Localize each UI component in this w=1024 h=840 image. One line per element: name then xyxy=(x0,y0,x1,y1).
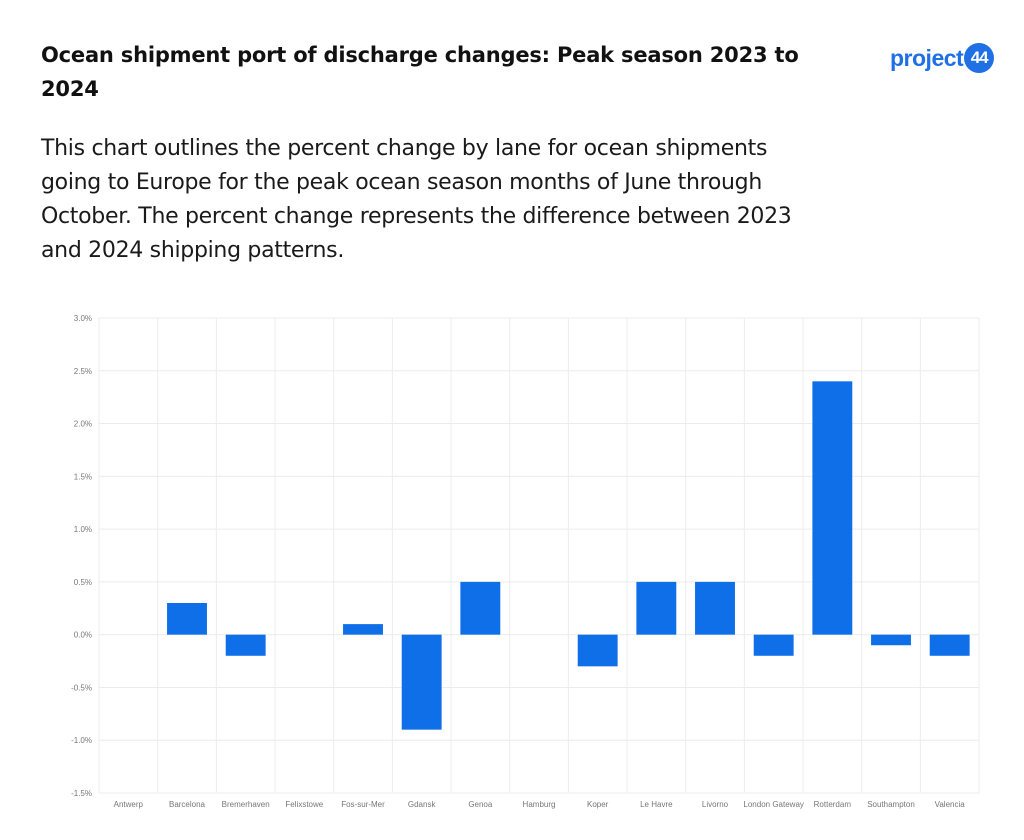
bar-gdansk xyxy=(401,634,442,730)
x-tick-label: Livorno xyxy=(702,800,729,809)
bar-koper xyxy=(577,634,618,667)
y-tick-label: 0.5% xyxy=(74,578,92,587)
bar-fos-sur-mer xyxy=(343,624,383,635)
bar-valencia xyxy=(929,634,970,656)
bars xyxy=(167,381,970,730)
y-tick-label: -1.0% xyxy=(71,736,92,745)
x-tick-label: Le Havre xyxy=(640,800,673,809)
x-tick-label: Antwerp xyxy=(114,800,144,809)
logo-badge: 44 xyxy=(964,43,995,73)
bar-le-havre xyxy=(636,581,677,635)
x-tick-label: Felixstowe xyxy=(285,800,323,809)
x-tick-label: Gdansk xyxy=(408,800,437,809)
bar-london-gateway xyxy=(753,634,794,656)
bar-rotterdam xyxy=(812,381,853,635)
y-tick-label: -1.5% xyxy=(71,789,92,798)
chart-title: Ocean shipment port of discharge changes… xyxy=(41,43,799,101)
x-tick-label: Valencia xyxy=(935,800,966,809)
bar-barcelona xyxy=(167,603,207,635)
x-tick-label: Hamburg xyxy=(523,800,556,809)
x-tick-label: Rotterdam xyxy=(814,800,852,809)
bar-livorno xyxy=(695,581,735,635)
x-axis-ticks: Antwerp Barcelona Bremerhaven Felixstowe Fos… xyxy=(114,800,966,809)
x-tick-label: Koper xyxy=(587,800,609,809)
y-tick-label: 2.5% xyxy=(74,367,92,376)
x-tick-label: Barcelona xyxy=(169,800,206,809)
y-axis-ticks: 3.0% 2.5% 2.0% 1.5% 1.0% 0.5% 0.0% -0.5% -1.0% -1… xyxy=(71,314,92,798)
y-tick-label: 2.0% xyxy=(74,420,92,429)
logo-text: project xyxy=(890,44,964,71)
project44-logo: project 44 xyxy=(890,42,995,74)
y-tick-label: -0.5% xyxy=(71,683,92,692)
x-tick-label: Bremerhaven xyxy=(222,800,270,809)
y-tick-label: 1.0% xyxy=(74,525,92,534)
chart-description: This chart outlines the percent change b… xyxy=(41,136,792,263)
bar-southampton xyxy=(871,634,911,646)
x-tick-label: London Gateway xyxy=(743,800,804,809)
x-tick-label: Genoa xyxy=(468,800,493,809)
x-tick-label: Fos-sur-Mer xyxy=(341,800,385,809)
y-tick-label: 0.0% xyxy=(74,631,92,640)
y-tick-label: 3.0% xyxy=(74,314,92,323)
bar-bremerhaven xyxy=(225,634,266,656)
x-tick-label: Southampton xyxy=(867,800,915,809)
bar-genoa xyxy=(460,581,501,635)
y-tick-label: 1.5% xyxy=(74,472,92,481)
